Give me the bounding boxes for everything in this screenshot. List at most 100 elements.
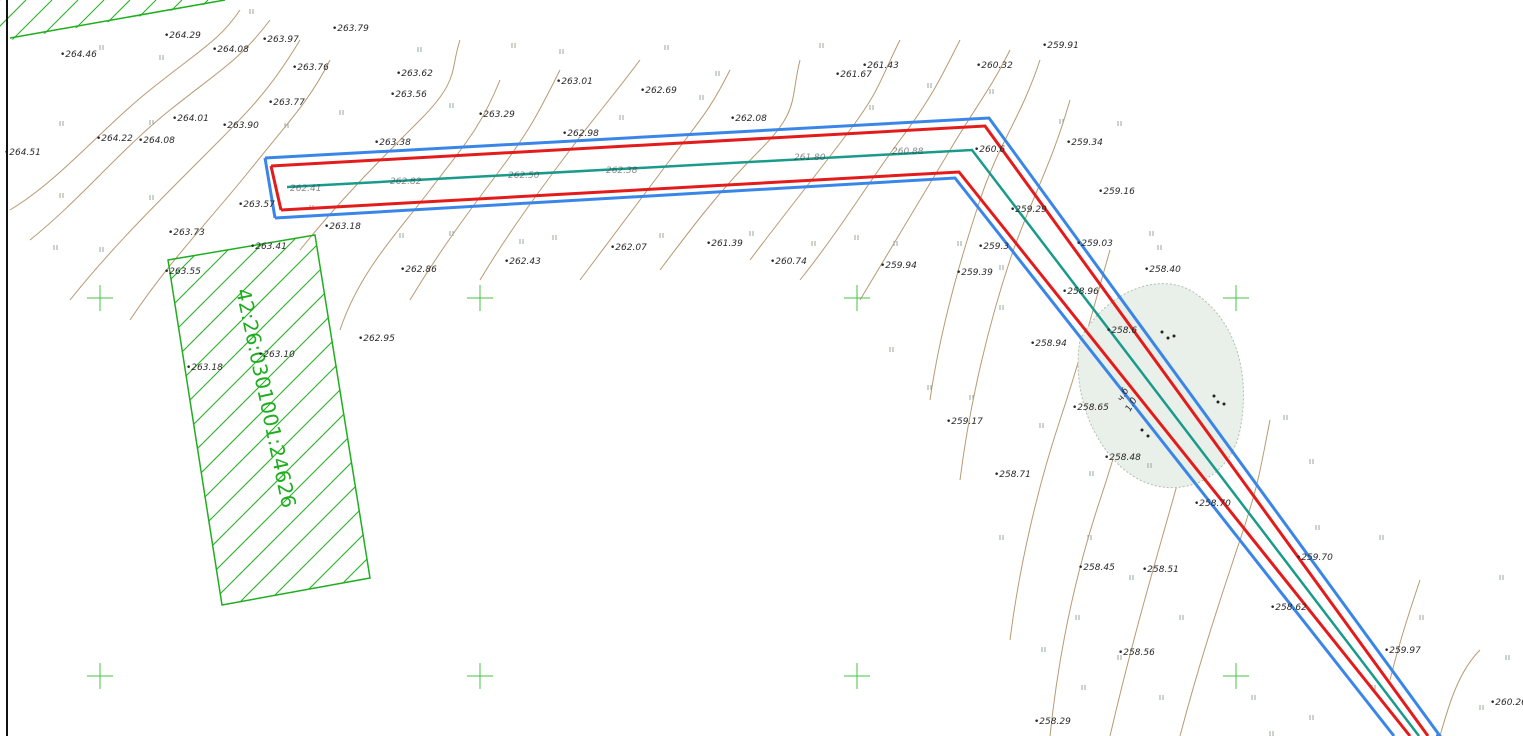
elevation-label: •260.6 [974,145,1005,155]
elevation-label: •262.95 [358,334,395,344]
corridor-offset-left [269,165,283,211]
grass-symbol [1499,575,1504,580]
elevation-label: •263.73 [168,228,205,238]
elevation-label: •263.56 [390,90,427,100]
grass-symbol [1159,695,1164,700]
grass-symbol [449,103,454,108]
grass-symbol [1315,525,1320,530]
grass-symbol [999,305,1004,310]
grass-symbol [699,95,704,100]
parcel-fragment [0,0,230,40]
elevation-label: •259.3 [978,242,1009,252]
contour-line [929,59,1041,401]
grass-symbol [1117,655,1122,660]
grass-symbols [53,9,1510,736]
survey-cross-marker [1223,663,1249,689]
point-markers [1140,330,1226,438]
elevation-label: •262.98 [562,129,599,139]
elevation-label: •258.94 [1030,339,1067,349]
contour-line [9,9,241,211]
grass-symbol [811,241,816,246]
corridor-elevation-label: 262.41 [290,184,322,194]
grass-symbol [417,47,422,52]
elevation-label: •258.45 [1078,563,1115,573]
elevation-label: •262.08 [730,114,767,124]
parcel[interactable]: 42:26:0301001:24626 [0,230,1200,650]
grass-symbol [519,239,524,244]
elevation-label: •260.32 [976,61,1013,71]
grass-symbol [664,45,669,50]
elevation-label: •258.56 [1118,648,1155,658]
survey-cross-marker [844,663,870,689]
corridor-outer-boundary [264,116,1442,736]
grass-symbol [249,9,254,14]
elevation-label: •264.46 [60,50,97,60]
elevation-label: •258.48 [1104,453,1141,463]
elevation-label: •263.18 [324,222,361,232]
grass-symbol [1309,459,1314,464]
contour-line [1389,579,1421,681]
corridor-outer-left [263,157,277,219]
contour-line [659,59,801,271]
corridor-elevation-label: 260.88 [892,147,924,157]
elevation-label: •261.39 [706,239,743,249]
elevation-label: •262.43 [504,257,541,267]
elevation-label: •259.29 [1010,205,1047,215]
elevation-label: •258.29 [1034,717,1071,727]
contour-line [299,39,461,251]
grass-symbol [149,120,154,125]
corridor-offset-line [270,124,1430,736]
elevation-label: •258.70 [1194,499,1231,509]
elevation-label: •263.97 [262,35,299,45]
wetland-area [1077,283,1244,489]
grass-symbol [1039,423,1044,428]
grass-symbol [927,385,932,390]
grass-symbol [1075,615,1080,620]
elevation-label: •261.43 [862,61,899,71]
elevation-label: •263.62 [396,69,433,79]
grass-symbol [1309,715,1314,720]
grass-symbol [999,265,1004,270]
elevation-label: •263.90 [222,121,259,131]
grass-symbol [1149,231,1154,236]
elevation-label: •263.79 [332,24,369,34]
grass-symbol [339,110,344,115]
elevation-label: •262.07 [610,243,647,253]
elevation-label: •263.01 [556,77,593,87]
elevation-label: •264.08 [138,136,175,146]
corridor-elevation-label: 262.50 [508,171,540,181]
grass-symbol [559,49,564,54]
grass-symbol [1283,415,1288,420]
elevation-label: •260.74 [770,257,807,267]
elevation-label: •260.26 [1490,698,1523,708]
grass-symbol [1379,535,1384,540]
grass-symbol [53,245,58,250]
grass-symbol [59,193,64,198]
elevation-label: •259.03 [1076,239,1113,249]
survey-cross-marker [844,285,870,311]
grass-symbol [1251,695,1256,700]
grass-symbol [1479,705,1484,710]
elevation-label: •263.38 [374,138,411,148]
elevation-label: •258.71 [994,470,1031,480]
survey-cross-marker [87,285,113,311]
grass-symbol [552,235,557,240]
grass-symbol [149,195,154,200]
elevation-label: •258.6 [1106,326,1137,336]
elevation-label: •258.62 [1270,603,1307,613]
grass-symbol [284,123,289,128]
contour-line [129,59,331,321]
contour-line [579,69,731,281]
elevation-label: •259.91 [1042,41,1079,51]
elevation-label: •258.40 [1144,265,1181,275]
contour-line [69,39,301,301]
elevation-label: •263.76 [292,63,329,73]
elevation-label: •263.55 [164,267,201,277]
grass-symbol [889,347,894,352]
grass-symbol [957,241,962,246]
grass-symbol [999,535,1004,540]
grass-symbol [659,233,664,238]
grass-symbol [969,395,974,400]
pipeline-corridor[interactable] [263,116,1442,736]
grass-symbol [159,55,164,60]
